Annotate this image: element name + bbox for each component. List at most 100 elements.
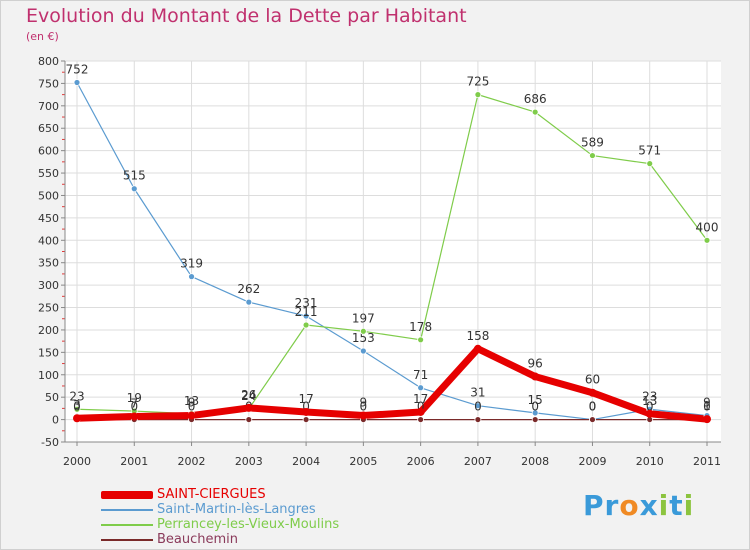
x-tick-label: 2007 (464, 455, 492, 468)
point-beauchemin (245, 416, 253, 423)
legend-label: Beauchemin (157, 532, 239, 547)
data-label-saint-ciergues: 1 (703, 399, 711, 413)
data-label-perrancey-les-vieux-moulins: 686 (524, 92, 547, 106)
data-label-saint-martin-l-s-langres: 0 (589, 400, 597, 414)
legend-item-perrancey[interactable]: Perrancey-les-Vieux-Moulins (101, 517, 339, 532)
legend-item-saint-ciergues[interactable]: SAINT-CIERGUES (101, 487, 339, 502)
data-label-saint-martin-l-s-langres: 31 (470, 386, 485, 400)
legend-item-saint-martin[interactable]: Saint-Martin-lès-Langres (101, 502, 339, 517)
legend-label: Saint-Martin-lès-Langres (157, 502, 316, 517)
x-tick-label: 2005 (349, 455, 377, 468)
point-perrancey-les-vieux-moulins (73, 405, 81, 413)
data-label-saint-ciergues: 17 (298, 392, 313, 406)
plot-area (65, 61, 721, 442)
point-saint-ciergues (187, 411, 196, 420)
point-saint-ciergues (244, 403, 253, 412)
data-label-beauchemin: 0 (589, 400, 597, 414)
legend-swatch-saint-ciergues (101, 490, 153, 499)
point-saint-martin-l-s-langres (359, 347, 367, 355)
point-saint-martin-l-s-langres (245, 298, 253, 306)
data-label-beauchemin: 0 (474, 400, 482, 414)
logo-letter: P (583, 489, 605, 522)
data-label-saint-martin-l-s-langres: 23 (642, 389, 657, 403)
point-saint-ciergues (473, 344, 482, 353)
point-perrancey-les-vieux-moulins (359, 327, 367, 335)
point-saint-ciergues (130, 412, 139, 421)
point-perrancey-les-vieux-moulins (302, 321, 310, 329)
data-label-perrancey-les-vieux-moulins: 400 (696, 220, 719, 234)
data-label-saint-ciergues: 13 (642, 394, 657, 408)
y-tick-label: 500 (38, 189, 59, 202)
data-label-saint-ciergues: 9 (188, 396, 196, 410)
data-label-perrancey-les-vieux-moulins: 571 (638, 144, 661, 158)
data-label-perrancey-les-vieux-moulins: 13 (184, 394, 199, 408)
point-saint-martin-l-s-langres (73, 79, 81, 86)
data-label-saint-ciergues: 7 (130, 396, 138, 410)
data-label-saint-martin-l-s-langres: 9 (703, 396, 711, 410)
y-tick-label: 100 (38, 369, 59, 382)
point-saint-martin-l-s-langres (417, 384, 425, 392)
y-tick-label: 650 (38, 122, 59, 135)
x-tick-label: 2002 (178, 455, 206, 468)
point-perrancey-les-vieux-moulins (589, 152, 596, 159)
point-perrancey-les-vieux-moulins (703, 236, 711, 244)
x-tick-label: 2010 (636, 455, 664, 468)
data-label-saint-ciergues: 9 (360, 396, 368, 410)
point-beauchemin (589, 416, 596, 423)
point-saint-ciergues (302, 407, 311, 416)
data-label-perrancey-les-vieux-moulins: 24 (241, 389, 256, 403)
y-tick-label: 350 (38, 257, 59, 270)
data-label-beauchemin: 0 (646, 400, 654, 414)
data-label-beauchemin: 0 (302, 400, 310, 414)
x-tick-label: 2011 (693, 455, 721, 468)
data-label-perrancey-les-vieux-moulins: 211 (295, 305, 318, 319)
y-tick-label: 600 (38, 145, 59, 158)
data-label-saint-ciergues: 158 (466, 329, 489, 343)
x-tick-label: 2008 (521, 455, 549, 468)
point-beauchemin (474, 416, 482, 423)
data-label-beauchemin: 0 (703, 400, 711, 414)
point-perrancey-les-vieux-moulins (531, 108, 539, 116)
point-saint-ciergues (73, 414, 81, 423)
data-label-saint-martin-l-s-langres: 231 (295, 296, 318, 310)
point-beauchemin (417, 416, 425, 423)
point-saint-ciergues (588, 388, 597, 397)
data-label-perrancey-les-vieux-moulins: 197 (352, 311, 375, 325)
y-tick-label: 400 (38, 234, 59, 247)
point-perrancey-les-vieux-moulins (417, 336, 425, 344)
point-perrancey-les-vieux-moulins (646, 160, 654, 168)
data-label-perrancey-les-vieux-moulins: 725 (466, 75, 489, 89)
chart-subtitle: (en €) (26, 30, 59, 43)
y-tick-label: 200 (38, 324, 59, 337)
data-label-saint-martin-l-s-langres: 262 (237, 282, 260, 296)
y-tick-label: 700 (38, 100, 59, 113)
legend-swatch-saint-martin (101, 508, 153, 511)
x-tick-label: 2000 (63, 455, 91, 468)
x-tick-label: 2006 (407, 455, 435, 468)
logo-letter: x (639, 489, 659, 522)
y-tick-label: 250 (38, 302, 59, 315)
logo-letter: i (683, 489, 695, 522)
y-tick-label: 50 (45, 391, 59, 404)
point-saint-ciergues (531, 372, 540, 381)
x-tick-label: 2003 (235, 455, 263, 468)
legend-item-beauchemin[interactable]: Beauchemin (101, 532, 339, 547)
y-tick-label: 750 (38, 77, 59, 90)
y-tick-label: 550 (38, 167, 59, 180)
data-label-beauchemin: 0 (130, 400, 138, 414)
point-saint-martin-l-s-langres (188, 273, 195, 281)
data-label-beauchemin: 0 (531, 400, 539, 414)
x-tick-label: 2009 (578, 455, 606, 468)
legend-label: SAINT-CIERGUES (157, 487, 266, 502)
logo-letter: r (604, 489, 620, 522)
y-tick-label: 450 (38, 212, 59, 225)
data-label-perrancey-les-vieux-moulins: 589 (581, 136, 604, 150)
series-line-saint-martin-l-s-langres (76, 81, 708, 421)
data-label-saint-martin-l-s-langres: 515 (123, 169, 146, 183)
x-tick-label: 2001 (120, 455, 148, 468)
data-label-saint-martin-l-s-langres: 71 (413, 368, 428, 382)
y-tick-label: 150 (38, 346, 59, 359)
data-label-perrancey-les-vieux-moulins: 178 (409, 320, 432, 334)
